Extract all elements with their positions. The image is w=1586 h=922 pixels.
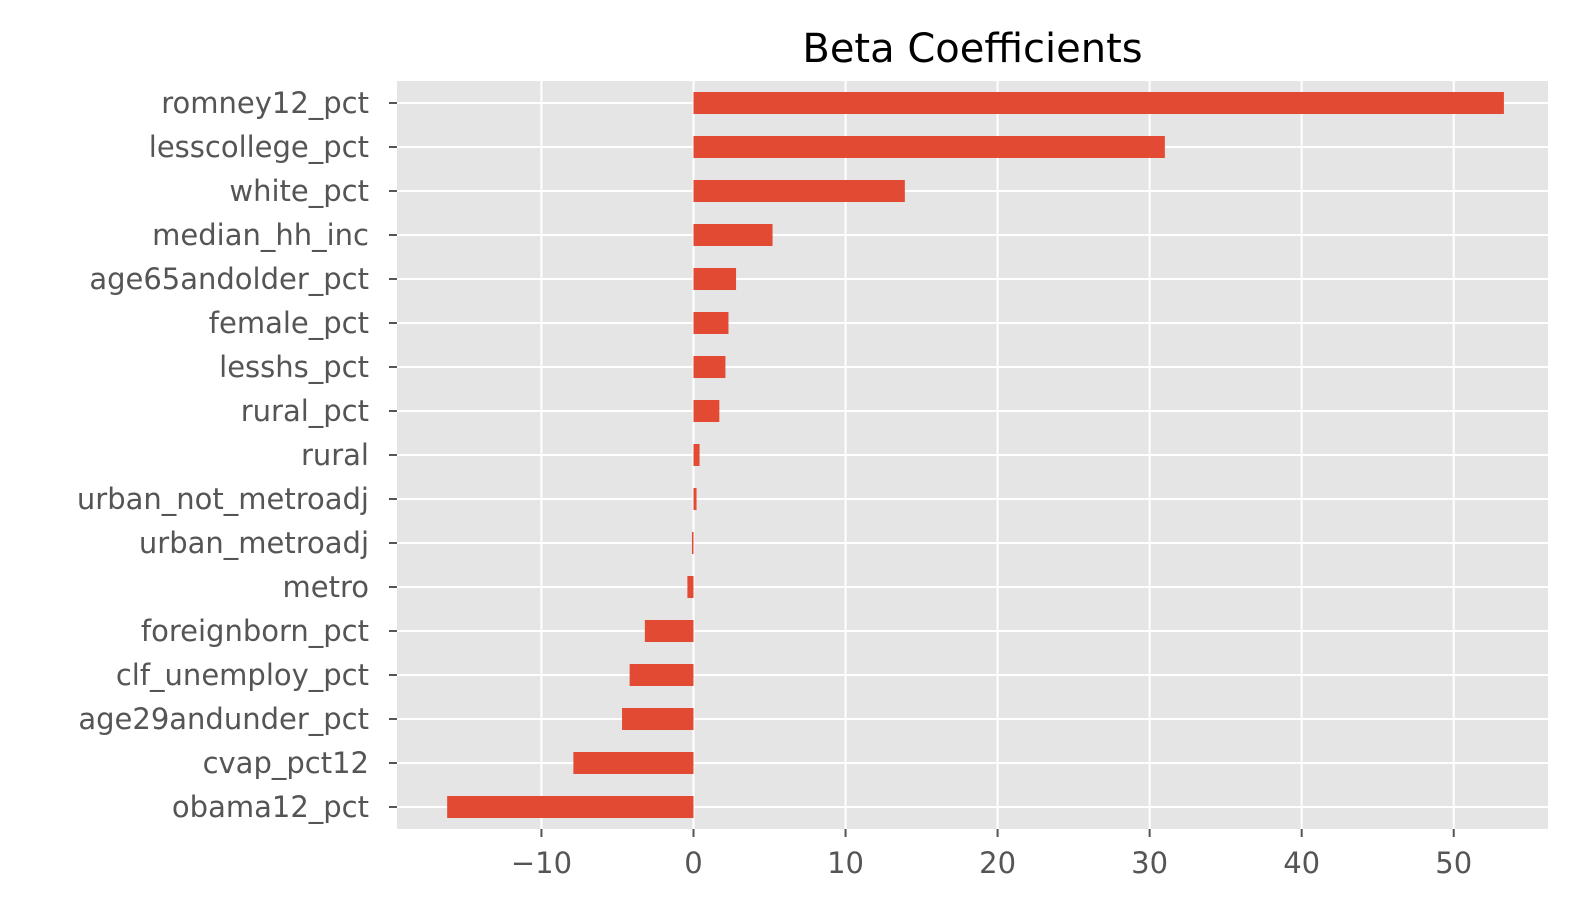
- bar-foreignborn-pct: [644, 620, 694, 642]
- bar-age65andolder-pct: [693, 268, 737, 290]
- x-tick-label: −10: [511, 846, 572, 880]
- y-tick-label: obama12_pct: [172, 790, 369, 824]
- y-tick-label: urban_not_metroadj: [77, 482, 369, 516]
- bar-lesshs-pct: [693, 356, 726, 378]
- x-tick-label: 0: [684, 846, 702, 880]
- bar-median-hh-inc: [693, 224, 773, 246]
- x-tick-label: 40: [1283, 846, 1320, 880]
- bar-urban-metroadj: [691, 532, 694, 554]
- y-tick-label: median_hh_inc: [152, 218, 369, 252]
- bars-layer: [447, 92, 1504, 818]
- bar-female-pct: [693, 312, 729, 334]
- y-tick-label: clf_unemploy_pct: [116, 658, 369, 692]
- y-tick-label: rural: [301, 438, 369, 472]
- bar-white-pct: [693, 180, 905, 202]
- ticks-layer: −10 0 10 20 30 40 50 romney12_pct lesscollege_pc…: [77, 86, 1472, 880]
- chart-title: Beta Coefficients: [802, 26, 1142, 72]
- y-tick-label: urban_metroadj: [139, 526, 369, 560]
- y-tick-label: metro: [283, 570, 370, 604]
- bar-cvap-pct12: [573, 752, 694, 774]
- grid-layer: [397, 81, 1548, 829]
- bar-rural-pct: [693, 400, 720, 422]
- bar-rural: [693, 444, 700, 466]
- y-tick-label: rural_pct: [241, 394, 369, 428]
- bar-lesscollege-pct: [693, 136, 1165, 158]
- bar-urban-not-metroadj: [693, 488, 697, 510]
- y-tick-label: lesshs_pct: [219, 350, 369, 384]
- x-tick-label: 30: [1131, 846, 1168, 880]
- y-tick-label: white_pct: [229, 174, 369, 208]
- bar-age29andunder-pct: [622, 708, 694, 730]
- y-tick-label: cvap_pct12: [203, 746, 369, 780]
- y-tick-label: age65andolder_pct: [89, 262, 369, 296]
- y-tick-label: female_pct: [209, 306, 369, 340]
- x-tick-label: 50: [1435, 846, 1472, 880]
- bar-romney12-pct: [693, 92, 1504, 114]
- bar-obama12-pct: [447, 796, 694, 818]
- bar-metro: [687, 576, 694, 598]
- y-tick-label: foreignborn_pct: [141, 614, 369, 648]
- y-tick-label: romney12_pct: [161, 86, 369, 120]
- bar-clf-unemploy-pct: [629, 664, 694, 686]
- x-tick-label: 10: [827, 846, 864, 880]
- y-tick-label: lesscollege_pct: [149, 130, 369, 164]
- x-tick-label: 20: [979, 846, 1016, 880]
- y-tick-label: age29andunder_pct: [78, 702, 369, 736]
